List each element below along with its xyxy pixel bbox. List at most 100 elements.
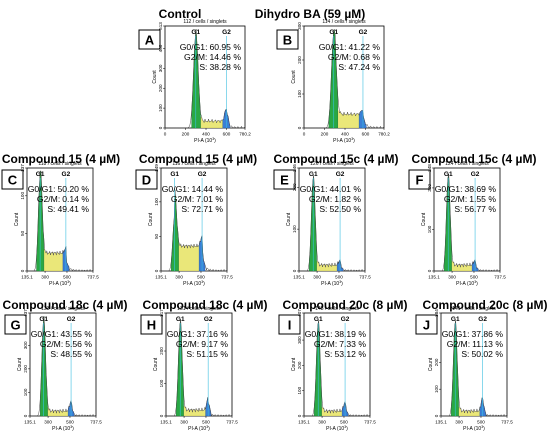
x-axis-label-text: PI-A (10: [194, 138, 212, 144]
stat-line: S: 50.02 %: [461, 349, 503, 359]
x-axis-label-exp: 3: [474, 280, 476, 284]
stat-label: G0/G1:: [305, 329, 333, 339]
panel-letter-box: [276, 29, 299, 50]
x-axis-label-text: PI-A (10: [333, 138, 351, 144]
stat-line: S: 48.55 %: [50, 349, 92, 359]
stat-line: G2/M: 7.01 %: [171, 194, 224, 204]
panel-letter-box: [140, 314, 163, 335]
y-tick-label: 246: [292, 164, 297, 172]
stat-value: 50.02 %: [471, 349, 503, 359]
stat-line: S: 38.28 %: [199, 62, 241, 72]
histogram-line: [304, 320, 371, 417]
g2-label: G2: [478, 316, 487, 323]
stat-label: G2/M:: [328, 52, 351, 62]
x-tick-label: 135.1: [293, 275, 305, 280]
stat-line: G2/M: 1.82 %: [309, 194, 362, 204]
x-tick-label: 135.1: [155, 275, 167, 280]
panel-i: Compound 20c (8 µM)143 / cells / singlet…: [278, 298, 407, 432]
histogram-line: [161, 189, 228, 272]
histogram-line: [441, 320, 508, 417]
g1-label: G1: [191, 29, 200, 36]
stat-label: S:: [47, 204, 55, 214]
stat-value: 14.44 %: [191, 184, 223, 194]
stat-value: 51.15 %: [196, 349, 228, 359]
y-tick-label: 200: [434, 358, 439, 366]
panel-letter: G: [10, 318, 20, 333]
g2-label: G2: [198, 171, 207, 178]
g2-label: G2: [67, 316, 76, 323]
stat-value: 43.55 %: [60, 329, 92, 339]
y-tick-label: 0: [297, 126, 302, 129]
stat-value: 0.14 %: [62, 194, 89, 204]
y-tick-label: 300: [158, 64, 163, 72]
x-tick-label: 500: [340, 420, 348, 425]
x-axis-label-text: PI-A (10: [463, 426, 481, 432]
y-tick-label: 149: [154, 164, 159, 172]
x-axis-label: PI-A (103): [456, 280, 478, 287]
x-tick-label: 500: [202, 420, 210, 425]
stat-value: 38.69 %: [464, 184, 496, 194]
stat-value: 48.55 %: [60, 349, 92, 359]
y-axis-label: Count: [291, 70, 297, 84]
stat-label: S:: [454, 204, 462, 214]
x-tick-label: 737.5: [90, 420, 102, 425]
stat-label: S:: [186, 349, 194, 359]
stat-label: S:: [461, 349, 469, 359]
plot-frame: [303, 25, 385, 129]
y-tick-label: 0: [297, 414, 302, 417]
y-tick-label: 200: [159, 347, 164, 355]
stat-line: S: 52.50 %: [319, 204, 361, 214]
s-phase-area: [455, 407, 483, 416]
stat-value: 38.28 %: [209, 62, 241, 72]
y-tick-label: 50: [20, 230, 25, 236]
y-tick-label: 100: [292, 225, 297, 233]
y-axis-label: Count: [421, 212, 427, 226]
y-tick-label: 100: [297, 386, 302, 394]
s-phase-area: [448, 261, 476, 271]
stat-value: 44.01 %: [329, 184, 361, 194]
stat-line: G2/M: 7.33 %: [314, 339, 367, 349]
panel-letter-box: [273, 169, 296, 190]
x-tick-label: 135.1: [298, 420, 310, 425]
stat-value: 0.68 %: [353, 52, 380, 62]
y-tick-label: 0: [20, 269, 25, 272]
g2-label: G2: [341, 316, 350, 323]
y-tick-label: 200: [158, 84, 163, 92]
x-tick-label: 200: [321, 132, 329, 137]
stat-value: 50.20 %: [57, 184, 89, 194]
y-tick-label: 137: [20, 164, 25, 172]
y-axis-label: Count: [153, 357, 159, 371]
stat-value: 47.24 %: [348, 62, 380, 72]
stat-line: G2/M: 9.17 %: [176, 339, 229, 349]
x-tick-label: 737.5: [87, 275, 99, 280]
panel-title: Compound 18c (4 µM): [3, 298, 128, 312]
stat-label: S:: [181, 204, 189, 214]
x-axis-label: PI-A (103): [463, 425, 485, 432]
x-tick-label: 500: [197, 275, 205, 280]
stat-value: 1.82 %: [334, 194, 361, 204]
y-tick-label: 0: [154, 269, 159, 272]
g1-label: G1: [444, 171, 453, 178]
y-tick-label: 0: [434, 414, 439, 417]
x-axis-label-text: PI-A (10: [49, 281, 67, 287]
g2-label: G2: [222, 29, 231, 36]
stat-label: G0/G1:: [442, 329, 470, 339]
stat-value: 11.13 %: [472, 339, 503, 349]
stat-line: S: 53.12 %: [324, 349, 366, 359]
x-axis-label-exp: 3: [351, 137, 353, 141]
x-tick-label: 300: [318, 420, 326, 425]
x-tick-label: 300: [175, 275, 183, 280]
x-axis-label-close: ): [346, 426, 348, 432]
x-axis-label-exp: 3: [201, 280, 203, 284]
panel-subtitle: 126 / cells / singlets: [310, 161, 354, 167]
y-axis-label: Count: [286, 212, 292, 226]
y-tick-label: 100: [154, 198, 159, 206]
y-tick-label: 50: [154, 233, 159, 239]
stat-line: G2/M: 5.56 %: [40, 339, 93, 349]
x-tick-label: 737.5: [359, 275, 371, 280]
panel-c: Compound 15 (4 µM)118 / cells / singlets…: [1, 152, 120, 287]
stat-line: G0/G1: 37.86 %: [442, 329, 504, 339]
panel-title: Compound 20c (8 µM): [423, 298, 548, 312]
x-tick-label: 135.1: [24, 420, 36, 425]
x-tick-label: 0: [164, 132, 167, 137]
